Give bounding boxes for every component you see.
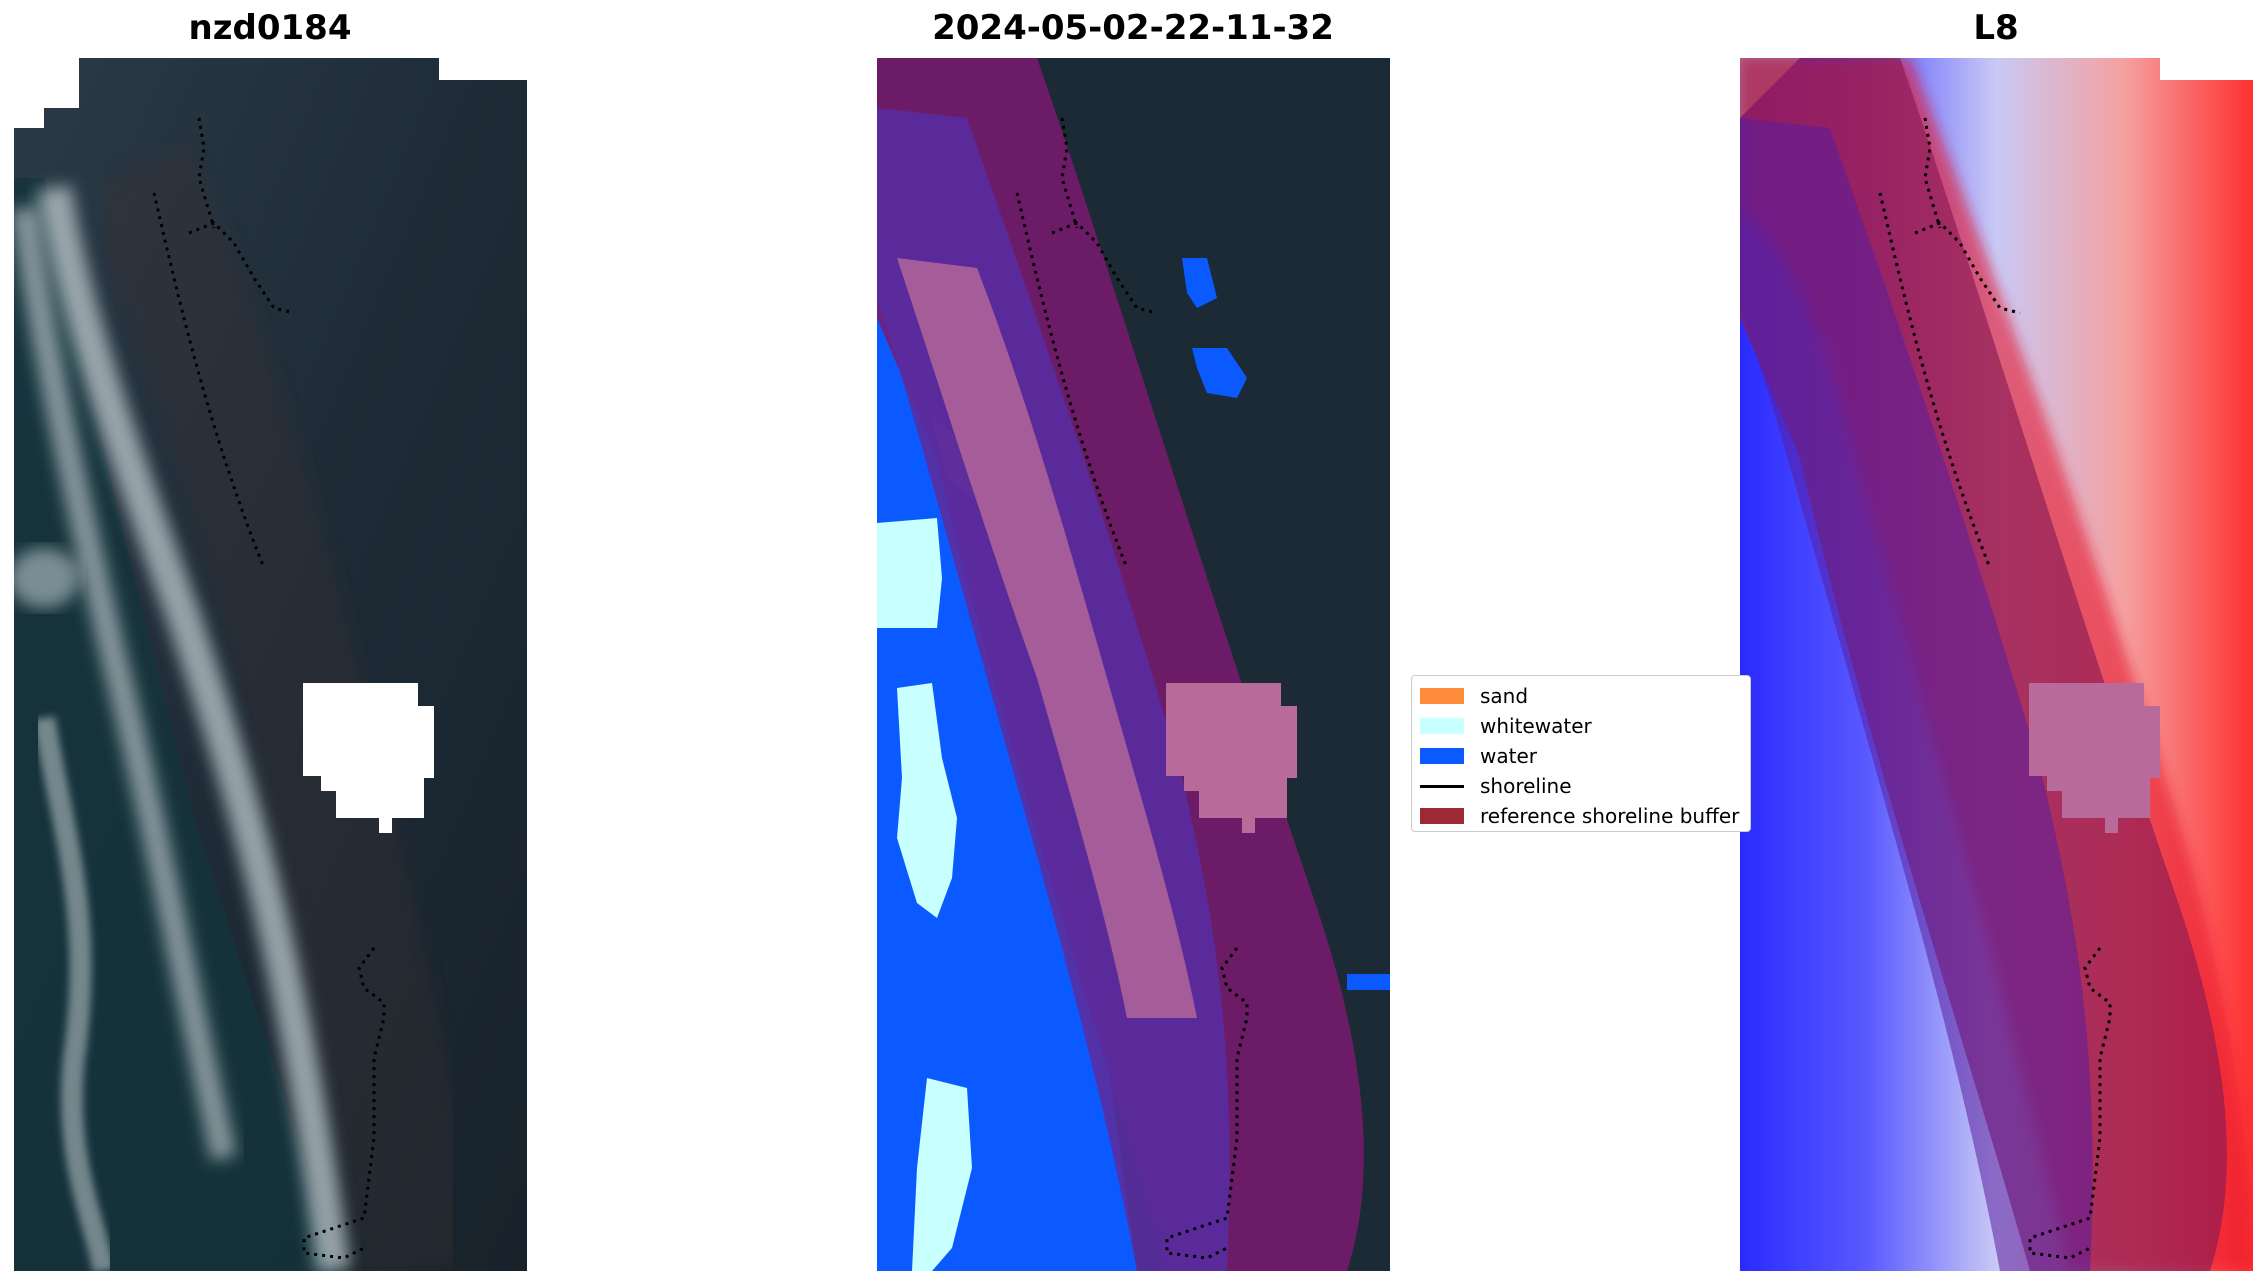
legend-item-shoreline: shoreline: [1420, 771, 1572, 801]
panel-title-index: L8: [1973, 8, 2019, 48]
sand-swatch-icon: [1420, 688, 1464, 704]
legend-label: shoreline: [1480, 774, 1572, 798]
legend-label: reference shoreline buffer: [1480, 804, 1740, 828]
whitewater-swatch-icon: [1420, 718, 1464, 734]
shoreline-line-icon: [1420, 784, 1464, 788]
classification-image: [877, 58, 1390, 1271]
index-image: [1740, 58, 2253, 1271]
legend-label: whitewater: [1480, 714, 1592, 738]
rgb-satellite-image: [14, 58, 527, 1271]
legend-item-whitewater: whitewater: [1420, 711, 1592, 741]
legend-label: sand: [1480, 684, 1529, 708]
legend-item-sand: sand: [1420, 681, 1528, 711]
legend-label: water: [1480, 744, 1537, 768]
panel-title-rgb: nzd0184: [188, 8, 352, 48]
panel-title-classification: 2024-05-02-22-11-32: [932, 8, 1334, 48]
legend-item-water: water: [1420, 741, 1537, 771]
legend: sand whitewater water shoreline referenc…: [1411, 675, 1751, 832]
water-swatch-icon: [1420, 748, 1464, 764]
legend-item-buffer: reference shoreline buffer: [1420, 801, 1739, 831]
buffer-swatch-icon: [1420, 808, 1464, 824]
